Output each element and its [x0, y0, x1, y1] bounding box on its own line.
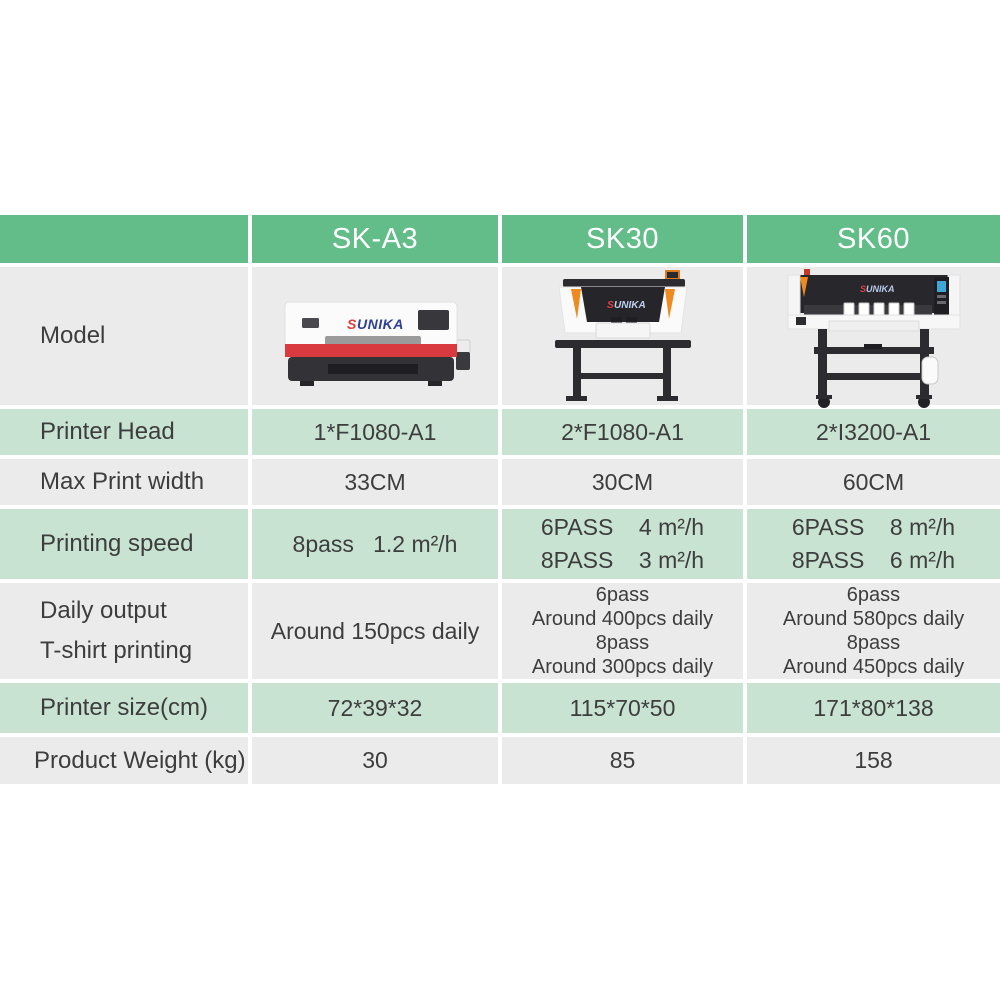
row-label-printer-head: Printer Head: [0, 409, 248, 455]
printer-image-sk30: S UNIKA: [535, 269, 711, 403]
printer-sk30-illustration: S UNIKA: [554, 270, 691, 401]
logo-s: S: [607, 300, 614, 311]
model-cell-sk60: S UNIKA: [747, 267, 1000, 408]
logo-s: S: [860, 284, 866, 294]
value-speed-sk60: 6PASS 8 m²/h 8PASS 6 m²/h: [747, 509, 1000, 579]
header-blank: [0, 215, 248, 263]
printer-comparison-table: SK-A3 SK30 SK60 Model S UNIKA: [0, 215, 1000, 784]
printer-sk-a3-illustration: S UNIKA: [284, 301, 471, 386]
value-max-width-sk30: 30CM: [502, 459, 743, 505]
value-size-sk30: 115*70*50: [502, 683, 743, 733]
value-weight-sk30: 85: [502, 737, 743, 784]
logo-rest: UNIKA: [357, 316, 404, 332]
model-cell-sk-a3: S UNIKA: [252, 267, 498, 405]
logo-rest: UNIKA: [614, 300, 646, 311]
value-daily-sk-a3: Around 150pcs daily: [252, 583, 498, 679]
value-printer-head-sk-a3: 1*F1080-A1: [252, 409, 498, 455]
printer-image-sk60: S UNIKA: [774, 261, 974, 411]
value-size-sk-a3: 72*39*32: [252, 683, 498, 733]
value-speed-sk-a3: 8pass 1.2 m²/h: [252, 509, 498, 579]
header-sk30: SK30: [502, 215, 743, 263]
value-weight-sk-a3: 30: [252, 737, 498, 784]
printer-sk60-illustration: S UNIKA: [787, 269, 960, 408]
value-printer-head-sk30: 2*F1080-A1: [502, 409, 743, 455]
row-label-printer-size: Printer size(cm): [0, 683, 248, 733]
value-max-width-sk-a3: 33CM: [252, 459, 498, 505]
row-label-model: Model: [0, 267, 248, 405]
logo-s: S: [347, 316, 357, 332]
logo-rest: UNIKA: [866, 284, 895, 294]
value-speed-sk30: 6PASS 4 m²/h 8PASS 3 m²/h: [502, 509, 743, 579]
row-label-daily-output: Daily output T-shirt printing: [0, 583, 248, 679]
row-label-product-weight: Product Weight (kg): [0, 737, 248, 784]
header-sk60: SK60: [747, 215, 1000, 263]
header-sk-a3: SK-A3: [252, 215, 498, 263]
value-daily-sk60: 6pass Around 580pcs daily 8pass Around 4…: [747, 583, 1000, 679]
value-weight-sk60: 158: [747, 737, 1000, 784]
value-size-sk60: 171*80*138: [747, 683, 1000, 733]
value-daily-sk30: 6pass Around 400pcs daily 8pass Around 3…: [502, 583, 743, 679]
printer-image-sk-a3: S UNIKA: [270, 280, 480, 392]
value-printer-head-sk60: 2*I3200-A1: [747, 409, 1000, 455]
value-max-width-sk60: 60CM: [747, 459, 1000, 505]
row-label-printing-speed: Printing speed: [0, 509, 248, 579]
row-label-max-print-width: Max Print width: [0, 459, 248, 505]
model-cell-sk30: S UNIKA: [502, 267, 743, 405]
